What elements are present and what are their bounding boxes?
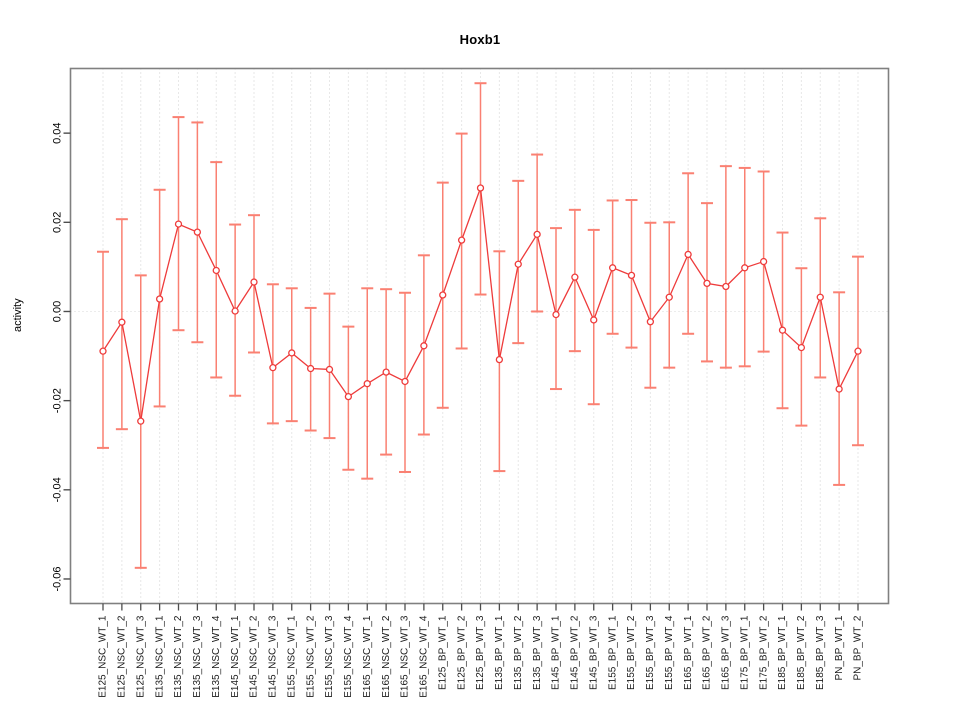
y-tick-label: -0.04 [51, 477, 63, 502]
data-point-marker [571, 273, 579, 281]
data-point-marker [99, 347, 107, 355]
x-tick-label: E165_BP_WT_1 [683, 615, 694, 690]
x-tick-label: E135_NSC_WT_2 [173, 615, 184, 698]
x-tick-labels: E125_NSC_WT_1 E125_NSC_WT_2 E125_NSC_WT_3 E… [98, 615, 864, 698]
data-point-marker [325, 365, 334, 374]
y-tick-label: -0.06 [51, 566, 63, 591]
y-tick-label: 0.02 [51, 212, 63, 233]
x-tick-label: E185_BP_WT_2 [796, 615, 807, 690]
data-point-marker [457, 236, 466, 244]
data-point-marker [816, 293, 824, 301]
x-tick-label: E125_NSC_WT_2 [117, 615, 128, 698]
x-tick-label: E185_BP_WT_1 [777, 615, 788, 690]
x-tick-label: E165_BP_WT_2 [702, 615, 713, 690]
x-tick-label: E155_BP_WT_3 [645, 615, 656, 690]
x-tick-label: E155_NSC_WT_2 [305, 615, 316, 698]
data-point-marker [155, 295, 164, 303]
x-tick-label: E125_BP_WT_1 [437, 615, 448, 690]
x-tick-label: E155_NSC_WT_1 [286, 615, 297, 698]
data-point-marker [269, 364, 277, 372]
x-tick-label: E135_NSC_WT_3 [192, 615, 203, 698]
x-tick-label: E155_BP_WT_4 [664, 615, 675, 690]
x-tick-label: PN_BP_WT_1 [834, 615, 845, 680]
error-bars [97, 82, 864, 569]
data-point-marker [401, 377, 409, 386]
y-axis: 0.04 0.02 0.00 -0.02 -0.04 -0.06 [51, 122, 71, 592]
x-tick-label: E135_BP_WT_3 [532, 615, 543, 690]
x-tick-label: E165_NSC_WT_1 [362, 615, 373, 698]
data-point-marker [193, 228, 202, 236]
data-point-marker [590, 316, 598, 324]
x-tick-label: E135_NSC_WT_4 [211, 615, 222, 698]
chart-title: Hoxb1 [459, 32, 501, 47]
data-point-marker [797, 343, 806, 352]
data-point-marker [118, 318, 126, 326]
data-point-marker [722, 282, 730, 291]
x-tick-label: E155_NSC_WT_4 [343, 615, 354, 698]
data-point-marker [137, 417, 145, 425]
data-point-marker [741, 264, 749, 272]
x-tick-label: E165_BP_WT_3 [721, 615, 732, 690]
plot-frame [69, 67, 890, 605]
x-tick-label: E165_NSC_WT_4 [419, 615, 430, 698]
y-tick-label: -0.02 [51, 388, 63, 413]
x-tick-label: E145_BP_WT_1 [551, 615, 562, 690]
x-tick-label: E135_BP_WT_2 [513, 615, 524, 690]
data-point-marker [703, 279, 711, 288]
x-tick-label: E155_BP_WT_1 [607, 615, 618, 690]
x-tick-label: E155_BP_WT_2 [626, 615, 637, 690]
data-point-marker [552, 310, 560, 319]
y-tick-label: 0.04 [51, 122, 63, 143]
data-point-marker [174, 220, 183, 228]
data-point-marker [231, 307, 239, 315]
data-point-marker [835, 385, 843, 393]
data-point-marker [495, 355, 504, 364]
data-point-marker [344, 392, 353, 401]
data-point-marker [212, 266, 220, 275]
data-point-marker [759, 257, 768, 266]
x-tick-label: E175_BP_WT_2 [758, 615, 769, 690]
x-tick-label: E145_NSC_WT_1 [230, 615, 241, 698]
data-point-marker [306, 364, 315, 373]
x-tick-label: E165_NSC_WT_3 [400, 615, 411, 698]
data-point-marker [288, 349, 296, 357]
data-point-markers [99, 184, 862, 425]
x-tick-label: PN_BP_WT_2 [853, 615, 864, 680]
x-tick-label: E155_NSC_WT_3 [324, 615, 335, 698]
x-tick-label: E145_NSC_WT_3 [268, 615, 279, 698]
x-tick-label: E145_BP_WT_2 [570, 615, 581, 690]
y-tick-label: 0.00 [51, 301, 63, 322]
x-axis [102, 603, 859, 611]
x-tick-label: E125_NSC_WT_3 [135, 615, 146, 698]
x-tick-label: E145_BP_WT_3 [588, 615, 599, 690]
data-point-marker [684, 250, 692, 259]
x-tick-label: E145_NSC_WT_2 [249, 615, 260, 698]
data-point-marker [627, 271, 636, 280]
data-point-marker [608, 264, 617, 272]
x-tick-label: E125_BP_WT_2 [456, 615, 467, 690]
x-tick-label: E165_NSC_WT_2 [381, 615, 392, 698]
x-tick-label: E185_BP_WT_3 [815, 615, 826, 690]
data-point-marker [420, 342, 428, 350]
x-tick-label: E125_NSC_WT_1 [98, 615, 109, 698]
data-point-marker [665, 293, 673, 301]
data-point-marker [382, 368, 390, 376]
x-tick-label: E175_BP_WT_1 [739, 615, 750, 690]
data-point-marker [646, 318, 655, 326]
data-point-marker [476, 184, 485, 192]
data-point-marker [533, 230, 541, 239]
data-point-marker [854, 347, 862, 355]
data-point-marker [439, 291, 447, 299]
x-tick-label: E135_NSC_WT_1 [154, 615, 165, 698]
data-point-marker [250, 278, 258, 286]
x-tick-label: E135_BP_WT_1 [494, 615, 505, 690]
data-point-marker [514, 260, 522, 268]
x-tick-label: E125_BP_WT_3 [475, 615, 486, 690]
data-point-marker [363, 380, 371, 388]
data-point-marker [778, 326, 787, 334]
